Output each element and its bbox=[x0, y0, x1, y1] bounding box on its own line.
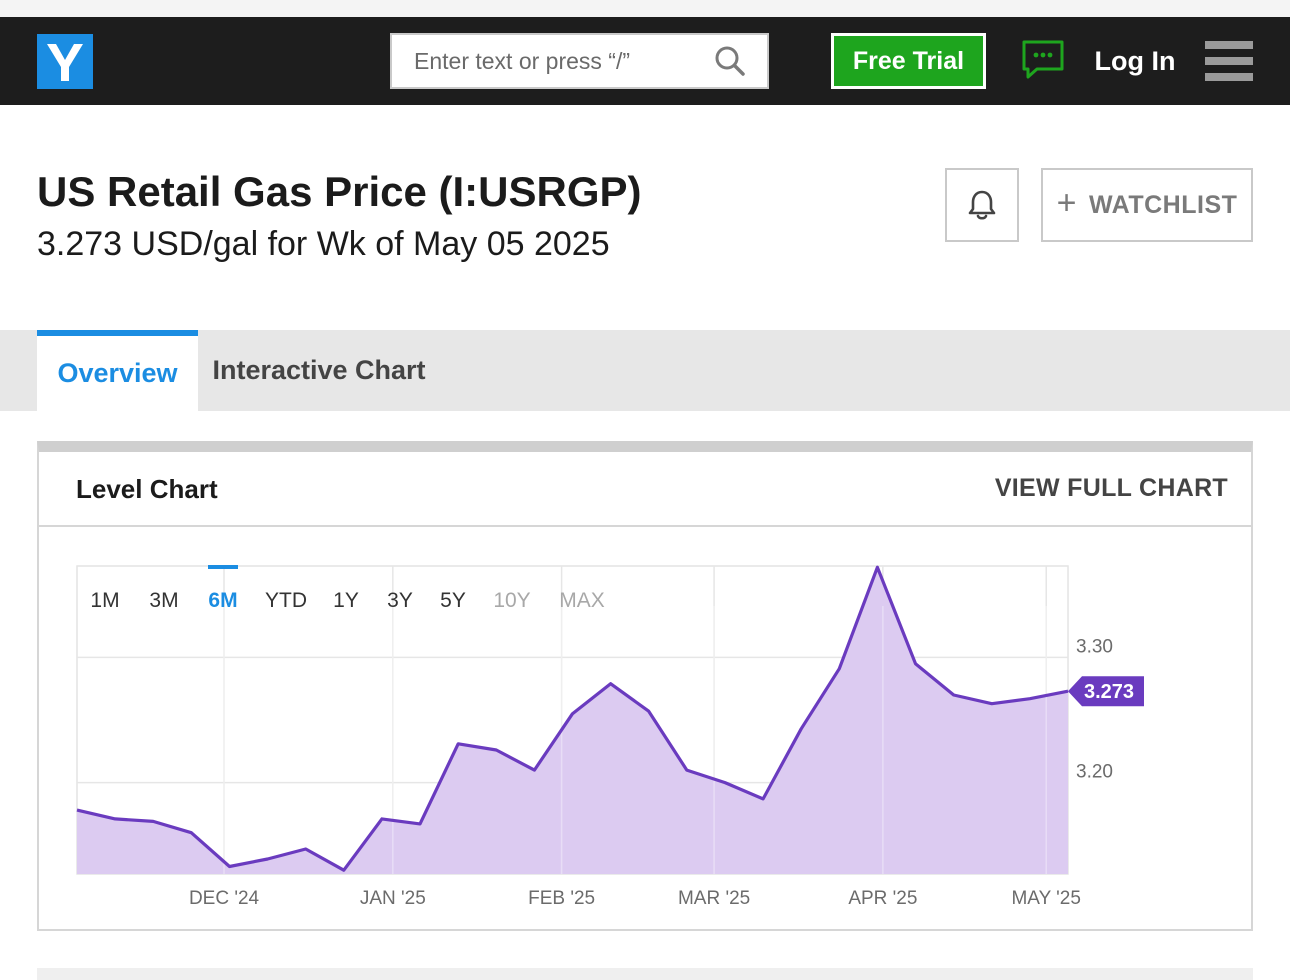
page-subtitle: 3.273 USD/gal for Wk of May 05 2025 bbox=[37, 225, 610, 263]
bell-icon bbox=[968, 190, 996, 220]
site-logo[interactable] bbox=[37, 34, 93, 89]
range-button-3m[interactable]: 3M bbox=[149, 589, 178, 612]
logo-y-icon bbox=[47, 44, 83, 81]
site-header: Free Trial Log In bbox=[0, 17, 1290, 105]
tab-bar: Overview Interactive Chart bbox=[0, 330, 1290, 411]
range-button-ytd[interactable]: YTD bbox=[265, 589, 307, 612]
range-button-3y[interactable]: 3Y bbox=[387, 589, 413, 612]
y-tick-label: 3.30 bbox=[1076, 636, 1113, 657]
search-input[interactable] bbox=[414, 35, 714, 87]
bottom-strip bbox=[37, 968, 1253, 980]
card-header: Level Chart VIEW FULL CHART bbox=[39, 452, 1251, 527]
active-range-indicator bbox=[208, 565, 238, 569]
x-tick-label: MAY '25 bbox=[1011, 888, 1080, 909]
free-trial-button[interactable]: Free Trial bbox=[831, 33, 986, 89]
x-tick-label: APR '25 bbox=[848, 888, 917, 909]
current-value-tag bbox=[1068, 676, 1144, 707]
chat-icon[interactable] bbox=[1021, 39, 1065, 81]
range-button-5y[interactable]: 5Y bbox=[440, 589, 466, 612]
range-button-max[interactable]: MAX bbox=[559, 589, 605, 612]
x-tick-label: FEB '25 bbox=[528, 888, 595, 909]
range-button-10y[interactable]: 10Y bbox=[493, 589, 530, 612]
plus-icon: + bbox=[1056, 184, 1077, 222]
current-value-label: 3.273 bbox=[1084, 681, 1134, 703]
alert-button[interactable] bbox=[945, 168, 1019, 242]
x-tick-label: MAR '25 bbox=[678, 888, 750, 909]
range-button-6m[interactable]: 6M bbox=[208, 589, 237, 612]
search-box[interactable] bbox=[390, 33, 769, 89]
tab-overview[interactable]: Overview bbox=[37, 330, 198, 411]
tab-interactive-chart[interactable]: Interactive Chart bbox=[212, 355, 426, 385]
search-icon[interactable] bbox=[714, 45, 746, 77]
view-full-chart-link[interactable]: VIEW FULL CHART bbox=[994, 474, 1228, 502]
y-tick-label: 3.20 bbox=[1076, 762, 1113, 783]
x-tick-label: DEC '24 bbox=[189, 888, 260, 909]
x-tick-label: JAN '25 bbox=[360, 888, 426, 909]
series-area bbox=[77, 567, 1068, 874]
page-title: US Retail Gas Price (I:USRGP) bbox=[37, 168, 642, 215]
watchlist-label: WATCHLIST bbox=[1088, 190, 1238, 219]
watchlist-button[interactable]: + WATCHLIST bbox=[1041, 168, 1253, 242]
range-button-1y[interactable]: 1Y bbox=[333, 589, 359, 612]
login-link[interactable]: Log In bbox=[1094, 45, 1176, 76]
card-title: Level Chart bbox=[76, 474, 218, 504]
hamburger-menu-icon[interactable] bbox=[1205, 41, 1253, 81]
top-strip bbox=[0, 0, 1290, 17]
range-button-1m[interactable]: 1M bbox=[90, 589, 119, 612]
